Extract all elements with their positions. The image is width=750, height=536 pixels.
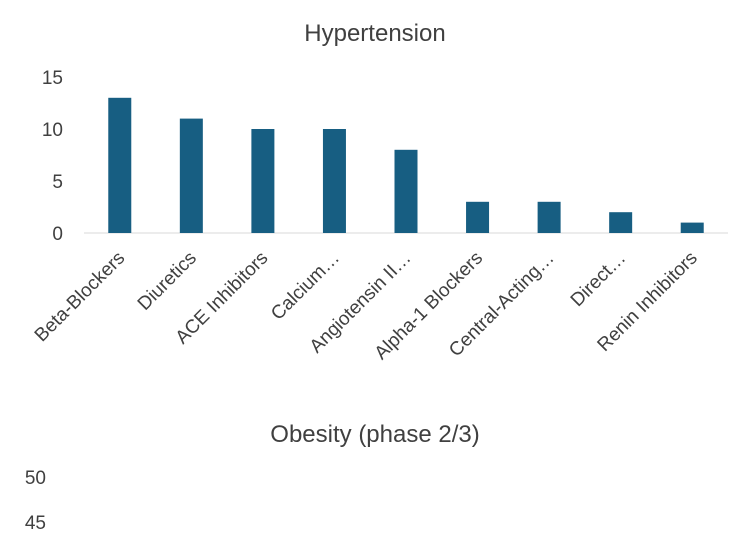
hypertension-bar [466, 201, 490, 233]
hypertension-bar [537, 201, 561, 233]
hypertension-y-tick-label: 5 [52, 172, 63, 193]
obesity-chart-title: Obesity (phase 2/3) [270, 421, 479, 448]
hypertension-bar [108, 97, 132, 233]
hypertension-bar [251, 129, 275, 233]
hypertension-chart-title: Hypertension [304, 20, 445, 47]
hypertension-chart: Hypertension 0 5 10 15 Beta-Blockers Diureti… [31, 20, 728, 364]
hypertension-y-tick-label: 15 [42, 68, 63, 89]
obesity-y-tick-label: 45 [25, 513, 46, 534]
hypertension-y-tick-label: 0 [52, 224, 63, 245]
hypertension-category-label: Diuretics [134, 248, 201, 315]
hypertension-bar [322, 129, 346, 233]
hypertension-bar [609, 212, 633, 233]
hypertension-bar [394, 149, 418, 233]
hypertension-category-label: Beta-Blockers [31, 248, 129, 346]
obesity-y-tick-label: 50 [25, 468, 46, 489]
hypertension-category-label: Direct… [567, 248, 630, 311]
obesity-chart: Obesity (phase 2/3) 50 45 [25, 421, 480, 534]
hypertension-y-tick-label: 10 [42, 120, 63, 141]
hypertension-bar [680, 222, 704, 233]
hypertension-category-label: Calcium… [267, 248, 344, 325]
hypertension-bar [179, 118, 203, 233]
